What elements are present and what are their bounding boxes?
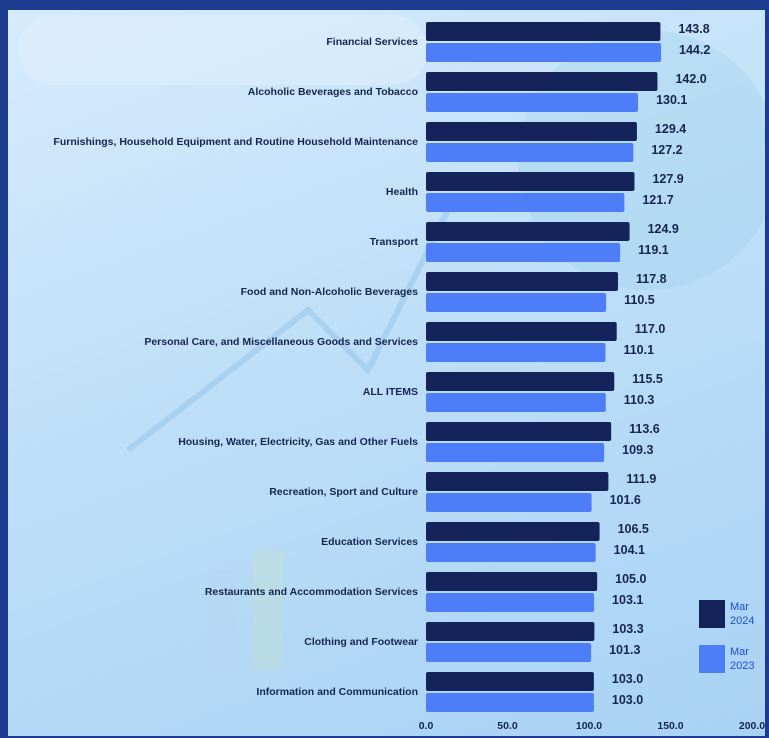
bar [426, 622, 594, 641]
category-label: Clothing and Footwear [304, 636, 418, 648]
decoration [18, 15, 428, 85]
bar [426, 272, 618, 291]
value-label: 111.9 [626, 472, 656, 486]
bar [426, 672, 594, 691]
category-label: Health [386, 186, 418, 198]
category-label: Information and Communication [256, 686, 418, 698]
category-label: Alcoholic Beverages and Tobacco [248, 86, 418, 98]
value-label: 106.5 [618, 522, 649, 536]
bar [426, 572, 597, 591]
value-label: 117.8 [636, 272, 667, 286]
bar [426, 122, 637, 141]
bar [426, 343, 605, 362]
value-label: 115.5 [632, 372, 663, 386]
bar [426, 543, 596, 562]
category-label: Financial Services [326, 36, 418, 48]
value-label: 121.7 [642, 193, 673, 207]
x-tick-label: 0.0 [419, 720, 434, 732]
legend-label: Mar 2024 [730, 600, 762, 628]
category-label: Restaurants and Accommodation Services [205, 586, 418, 598]
bar [426, 322, 617, 341]
bar [426, 393, 606, 412]
value-label: 142.0 [675, 72, 706, 86]
value-label: 109.3 [622, 443, 653, 457]
frame: 0.0 50.0 100.0 150.0 200.0 Financial Services… [0, 0, 769, 738]
bar [426, 422, 611, 441]
bar [426, 522, 600, 541]
bar [426, 443, 604, 462]
value-label: 110.1 [623, 343, 654, 357]
chart: 0.0 50.0 100.0 150.0 200.0 Financial Services… [8, 10, 765, 736]
category-label: Transport [370, 236, 419, 248]
value-label: 127.9 [652, 172, 683, 186]
value-label: 103.3 [612, 622, 643, 636]
value-label: 144.2 [679, 43, 710, 57]
value-label: 103.0 [612, 672, 643, 686]
value-label: 104.1 [614, 543, 645, 557]
bar [426, 493, 592, 512]
decoration [253, 550, 283, 670]
x-tick-label: 100.0 [576, 720, 602, 732]
bar [426, 222, 630, 241]
legend-swatch [699, 645, 725, 673]
bar [426, 72, 657, 91]
value-label: 101.6 [610, 493, 641, 507]
value-label: 117.0 [635, 322, 666, 336]
value-label: 130.1 [656, 93, 687, 107]
value-label: 103.0 [612, 693, 643, 707]
value-label: 143.8 [678, 22, 709, 36]
value-label: 119.1 [638, 243, 669, 257]
value-label: 127.2 [651, 143, 682, 157]
bar [426, 243, 620, 262]
category-label: Furnishings, Household Equipment and Rou… [53, 136, 418, 148]
value-label: 105.0 [615, 572, 646, 586]
chart-panel: 0.0 50.0 100.0 150.0 200.0 Financial Services… [8, 10, 765, 736]
bar [426, 293, 606, 312]
bar [426, 143, 633, 162]
bar [426, 472, 608, 491]
category-label: Education Services [321, 536, 418, 548]
bar [426, 93, 638, 112]
legend-swatch [699, 600, 725, 628]
value-label: 110.3 [624, 393, 655, 407]
x-tick-label: 50.0 [497, 720, 518, 732]
legend-label: Mar 2023 [730, 645, 762, 673]
x-tick-label: 200.0 [739, 720, 765, 732]
category-label: Personal Care, and Miscellaneous Goods a… [144, 336, 418, 348]
category-label: Housing, Water, Electricity, Gas and Oth… [178, 436, 418, 448]
bar [426, 372, 614, 391]
bar [426, 22, 660, 41]
value-label: 110.5 [624, 293, 655, 307]
bar [426, 193, 624, 212]
bar [426, 593, 594, 612]
value-label: 129.4 [655, 122, 686, 136]
bar [426, 172, 634, 191]
x-tick-label: 150.0 [657, 720, 683, 732]
category-label: Recreation, Sport and Culture [269, 486, 418, 498]
bar [426, 643, 591, 662]
category-label: Food and Non-Alcoholic Beverages [241, 286, 419, 298]
value-label: 124.9 [648, 222, 679, 236]
category-label: ALL ITEMS [363, 386, 418, 398]
bar [426, 693, 594, 712]
bar [426, 43, 661, 62]
value-label: 113.6 [629, 422, 660, 436]
value-label: 103.1 [612, 593, 643, 607]
value-label: 101.3 [609, 643, 640, 657]
